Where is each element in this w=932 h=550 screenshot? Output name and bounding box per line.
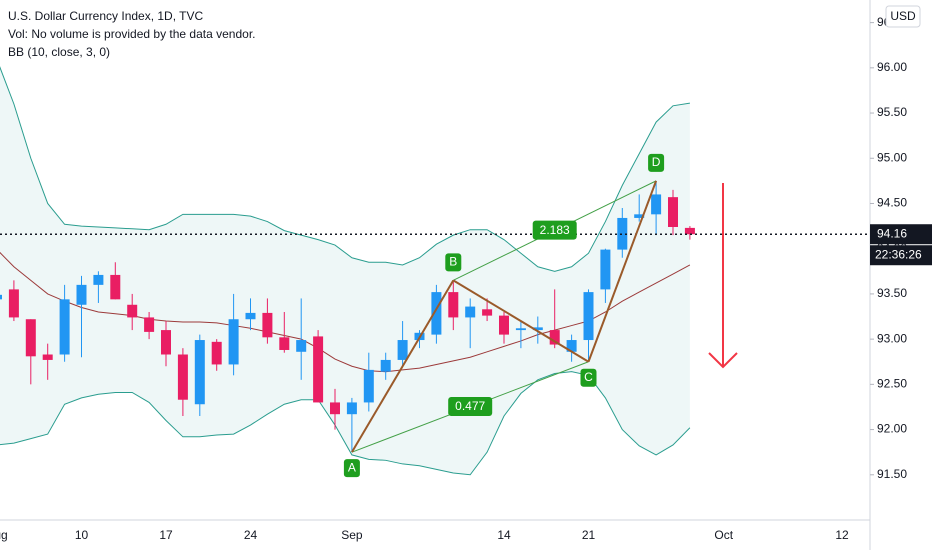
candle-body [651,194,662,215]
y-tick-label: 96.00 [877,60,907,74]
candle-body [465,306,476,318]
candle-body [211,341,222,365]
candle-body [76,284,87,305]
y-tick-label: 95.00 [877,150,907,164]
x-tick-label: 24 [244,528,258,542]
candle-body [583,292,594,341]
point-box [445,253,462,272]
candle-body [346,402,357,415]
currency-button[interactable]: USD [885,5,921,28]
y-tick-label: 92.50 [877,377,907,391]
candle-body [144,317,155,332]
candle-body [668,197,678,227]
band-upper [0,66,690,272]
candle-body [600,249,611,290]
band-fill [0,67,690,475]
candle-body [532,327,543,331]
pattern-leg [452,279,590,363]
pattern-leg [587,180,658,363]
y-tick-label: 93.00 [877,331,907,345]
band-lower [0,371,691,476]
button-label[interactable]: USD [890,9,916,23]
ratio-box [448,396,493,416]
candle-body [245,312,256,320]
candle-body [177,354,188,400]
point-label: D [652,155,661,169]
point-label: B [449,255,457,269]
candle-body [0,294,2,300]
countdown-label: 22:36:26 [875,247,922,261]
candle-body [8,289,19,318]
chart-title: U.S. Dollar Currency Index, 1D, TVC [8,9,204,23]
countdown-box [870,245,932,266]
point-label: C [584,370,593,384]
candle-body [397,340,408,360]
last-price-label: 94.16 [877,226,907,240]
x-tick-label: 12 [835,528,849,542]
candle-body [431,292,442,335]
candle-body [448,292,459,318]
point-box [580,368,597,387]
candle-body [228,319,239,365]
x-tick-label: 21 [582,528,596,542]
point-box [648,153,665,172]
pattern-leg [351,279,455,453]
y-tick-label: 94.50 [877,196,907,210]
down-arrow [708,183,738,369]
candle-body [363,369,374,403]
candle-body [42,354,53,360]
candle-body [549,330,560,345]
candle-body [262,312,273,338]
candle-body [127,304,138,318]
x-tick-label: 10 [75,528,89,542]
y-tick-label: 95.50 [877,105,907,119]
band-middle [0,251,691,373]
button-frame[interactable] [885,5,921,28]
candle-body [482,309,493,316]
plot-area [0,66,870,476]
candle-body [161,330,171,355]
x-tick-label: 14 [497,528,511,542]
candle-body [617,217,628,250]
candle-body [380,359,391,372]
y-tick-label: 92.00 [877,422,907,436]
ratio-box [532,220,577,240]
x-tick-label: 17 [159,528,173,542]
ratio-label: 0.477 [455,399,485,413]
x-tick-label: Oct [714,528,733,542]
candle-body [330,402,340,415]
last-price-box [870,224,932,245]
x-tick-label: Sep [341,528,363,542]
candle-body [93,274,104,285]
candle-body [296,340,307,352]
candle-body [634,214,645,218]
point-label: A [348,460,356,474]
volume-note: Vol: No volume is provided by the data v… [8,27,255,41]
candle-body [313,336,324,403]
candle-body [515,328,526,331]
candle-body [684,227,695,235]
arrow-head [708,352,738,369]
ratio-label: 2.183 [540,223,570,237]
candle-body [194,340,205,405]
y-tick-label: 91.50 [877,467,907,481]
candle-body [25,319,36,357]
point-box [343,459,360,478]
candle-body [110,274,121,300]
x-tick-label: Aug [0,528,8,542]
y-tick-label: 93.50 [877,286,907,300]
candle-body [59,299,70,355]
candle-body [566,340,577,352]
indicator-label: BB (10, close, 3, 0) [8,45,110,59]
candle-body [499,315,509,335]
candle-body [279,337,290,350]
